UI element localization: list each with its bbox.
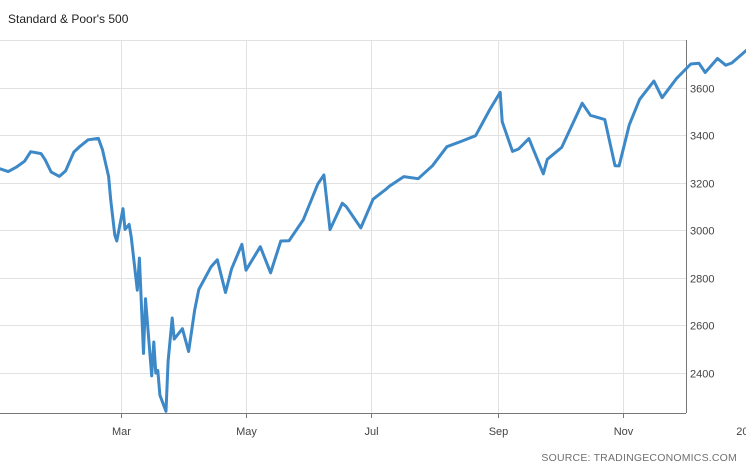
y-tick-label: 3600 bbox=[690, 84, 714, 96]
source-label: SOURCE: TRADINGECONOMICS.COM bbox=[541, 452, 737, 464]
y-tick-label: 3000 bbox=[690, 226, 714, 238]
y-axis-tick-labels: 2400 2600 2800 3000 3200 3400 3600 bbox=[690, 84, 714, 381]
x-tick-label: Jul bbox=[364, 426, 378, 438]
y-tick-label: 3200 bbox=[690, 179, 714, 191]
x-tick-label: Nov bbox=[614, 426, 634, 438]
x-tick-label: Sep bbox=[489, 426, 509, 438]
series-layer bbox=[0, 49, 746, 413]
series-line bbox=[0, 49, 746, 413]
y-tick-label: 2600 bbox=[690, 321, 714, 333]
y-tick-label: 3400 bbox=[690, 131, 714, 143]
x-tick-label: May bbox=[236, 426, 257, 438]
x-tick-label: Mar bbox=[112, 426, 131, 438]
chart-title: Standard & Poor's 500 bbox=[8, 12, 129, 26]
grid-lines bbox=[0, 40, 686, 413]
y-tick-label: 2400 bbox=[690, 369, 714, 381]
chart-axes bbox=[0, 40, 687, 418]
y-tick-label: 2800 bbox=[690, 274, 714, 286]
x-tick-label: 2021 bbox=[736, 426, 746, 438]
x-axis-tick-labels: Mar May Jul Sep Nov 2021 bbox=[112, 426, 746, 438]
